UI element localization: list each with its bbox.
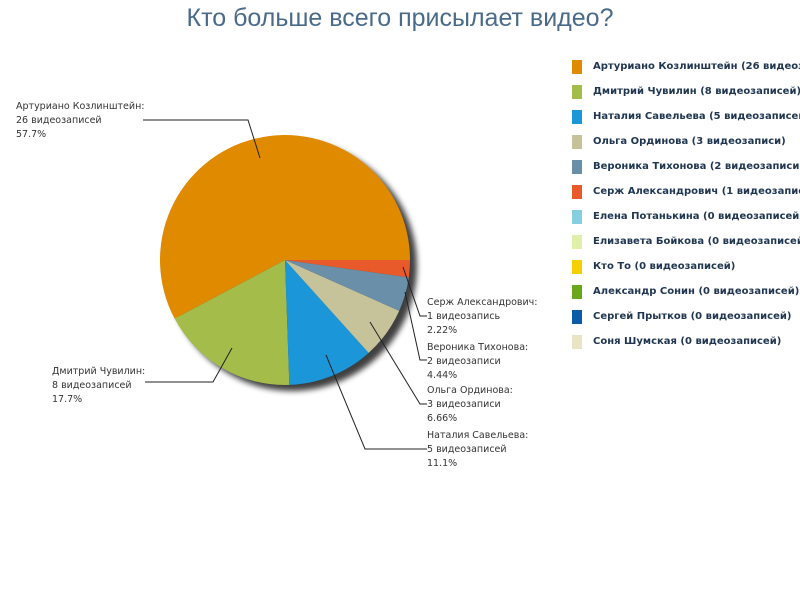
legend-item[interactable]: Александр Сонин (0 видеозаписей) (572, 279, 800, 304)
legend-label: Соня Шумская (0 видеозаписей) (593, 336, 782, 347)
legend-label: Вероника Тихонова (2 видеозаписи) (593, 161, 800, 172)
legend-swatch (572, 184, 582, 199)
slice-label-percent_label: 2.22% (427, 325, 457, 336)
legend-label: Елизавета Бойкова (0 видеозаписей) (593, 236, 800, 247)
chart-title: Кто больше всего присылает видео? (186, 4, 614, 32)
legend-label: Наталия Савельева (5 видеозаписей) (593, 111, 800, 122)
legend-item[interactable]: Елизавета Бойкова (0 видеозаписей) (572, 229, 800, 254)
pie-slice[interactable] (285, 260, 409, 311)
legend-swatch (572, 259, 582, 274)
slice-label-name: Артуриано Козлинштейн: (16, 101, 144, 112)
legend-label: Серж Александрович (1 видеозапись) (593, 186, 800, 197)
leader-line (369, 321, 427, 405)
leader-line (145, 347, 233, 383)
slice-label-percent_label: 57.7% (16, 129, 46, 140)
slice-label-name: Ольга Ординова: (427, 385, 513, 396)
pie-slice[interactable] (174, 260, 290, 385)
legend-label: Александр Сонин (0 видеозаписей) (593, 286, 800, 297)
legend-swatch (572, 334, 582, 349)
legend-swatch (572, 109, 582, 124)
legend-swatch (572, 159, 582, 174)
legend-label: Елена Потанькина (0 видеозаписей) (593, 211, 800, 222)
legend-swatch (572, 134, 582, 149)
legend-swatch (572, 59, 582, 74)
pie-slice[interactable] (160, 135, 410, 319)
legend-item[interactable]: Сергей Прытков (0 видеозаписей) (572, 304, 800, 329)
legend-swatch (572, 209, 582, 224)
legend-item[interactable]: Елена Потанькина (0 видеозаписей) (572, 204, 800, 229)
leader-line (402, 266, 427, 317)
slice-label-count_label: 8 видеозаписей (52, 380, 132, 391)
legend-swatch (572, 309, 582, 324)
leader-line (143, 119, 261, 159)
slice-label-count_label: 26 видеозаписей (16, 115, 102, 126)
slice-label-name: Серж Александрович: (427, 297, 538, 308)
legend-item[interactable]: Наталия Савельева (5 видеозаписей) (572, 104, 800, 129)
legend-swatch (572, 84, 582, 99)
slice-label-count_label: 3 видеозаписи (427, 399, 501, 410)
legend-item[interactable]: Кто То (0 видеозаписей) (572, 254, 800, 279)
slice-label-count_label: 2 видеозаписи (427, 356, 501, 367)
slice-label-name: Дмитрий Чувилин: (52, 366, 145, 377)
legend-item[interactable]: Дмитрий Чувилин (8 видеозаписей) (572, 79, 800, 104)
legend-label: Дмитрий Чувилин (8 видеозаписей) (593, 86, 800, 97)
slice-label-percent_label: 11.1% (427, 458, 457, 469)
slice-label-percent_label: 6.66% (427, 413, 457, 424)
leader-line (404, 291, 427, 361)
legend-swatch (572, 234, 582, 249)
leader-line (325, 354, 427, 450)
legend: Артуриано Козлинштейн (26 видеозаписей) Д… (572, 54, 800, 354)
slice-label-name: Вероника Тихонова: (427, 342, 528, 353)
slice-label-name: Наталия Савельева: (427, 430, 528, 441)
legend-item[interactable]: Соня Шумская (0 видеозаписей) (572, 329, 800, 354)
slice-label-percent_label: 17.7% (52, 394, 82, 405)
pie-slice[interactable] (285, 260, 400, 353)
legend-item[interactable]: Серж Александрович (1 видеозапись) (572, 179, 800, 204)
legend-item[interactable]: Вероника Тихонова (2 видеозаписи) (572, 154, 800, 179)
pie-slice[interactable] (285, 260, 410, 278)
legend-label: Сергей Прытков (0 видеозаписей) (593, 311, 792, 322)
slice-label-count_label: 5 видеозаписей (427, 444, 507, 455)
pie-slice[interactable] (285, 260, 369, 385)
legend-item[interactable]: Артуриано Козлинштейн (26 видеозаписей) (572, 54, 800, 79)
legend-label: Кто То (0 видеозаписей) (593, 261, 736, 272)
slice-label-count_label: 1 видеозапись (427, 311, 501, 322)
legend-swatch (572, 284, 582, 299)
legend-item[interactable]: Ольга Ординова (3 видеозаписи) (572, 129, 800, 154)
slice-label-percent_label: 4.44% (427, 370, 457, 381)
legend-label: Ольга Ординова (3 видеозаписи) (593, 136, 786, 147)
legend-label: Артуриано Козлинштейн (26 видеозаписей) (593, 61, 800, 72)
